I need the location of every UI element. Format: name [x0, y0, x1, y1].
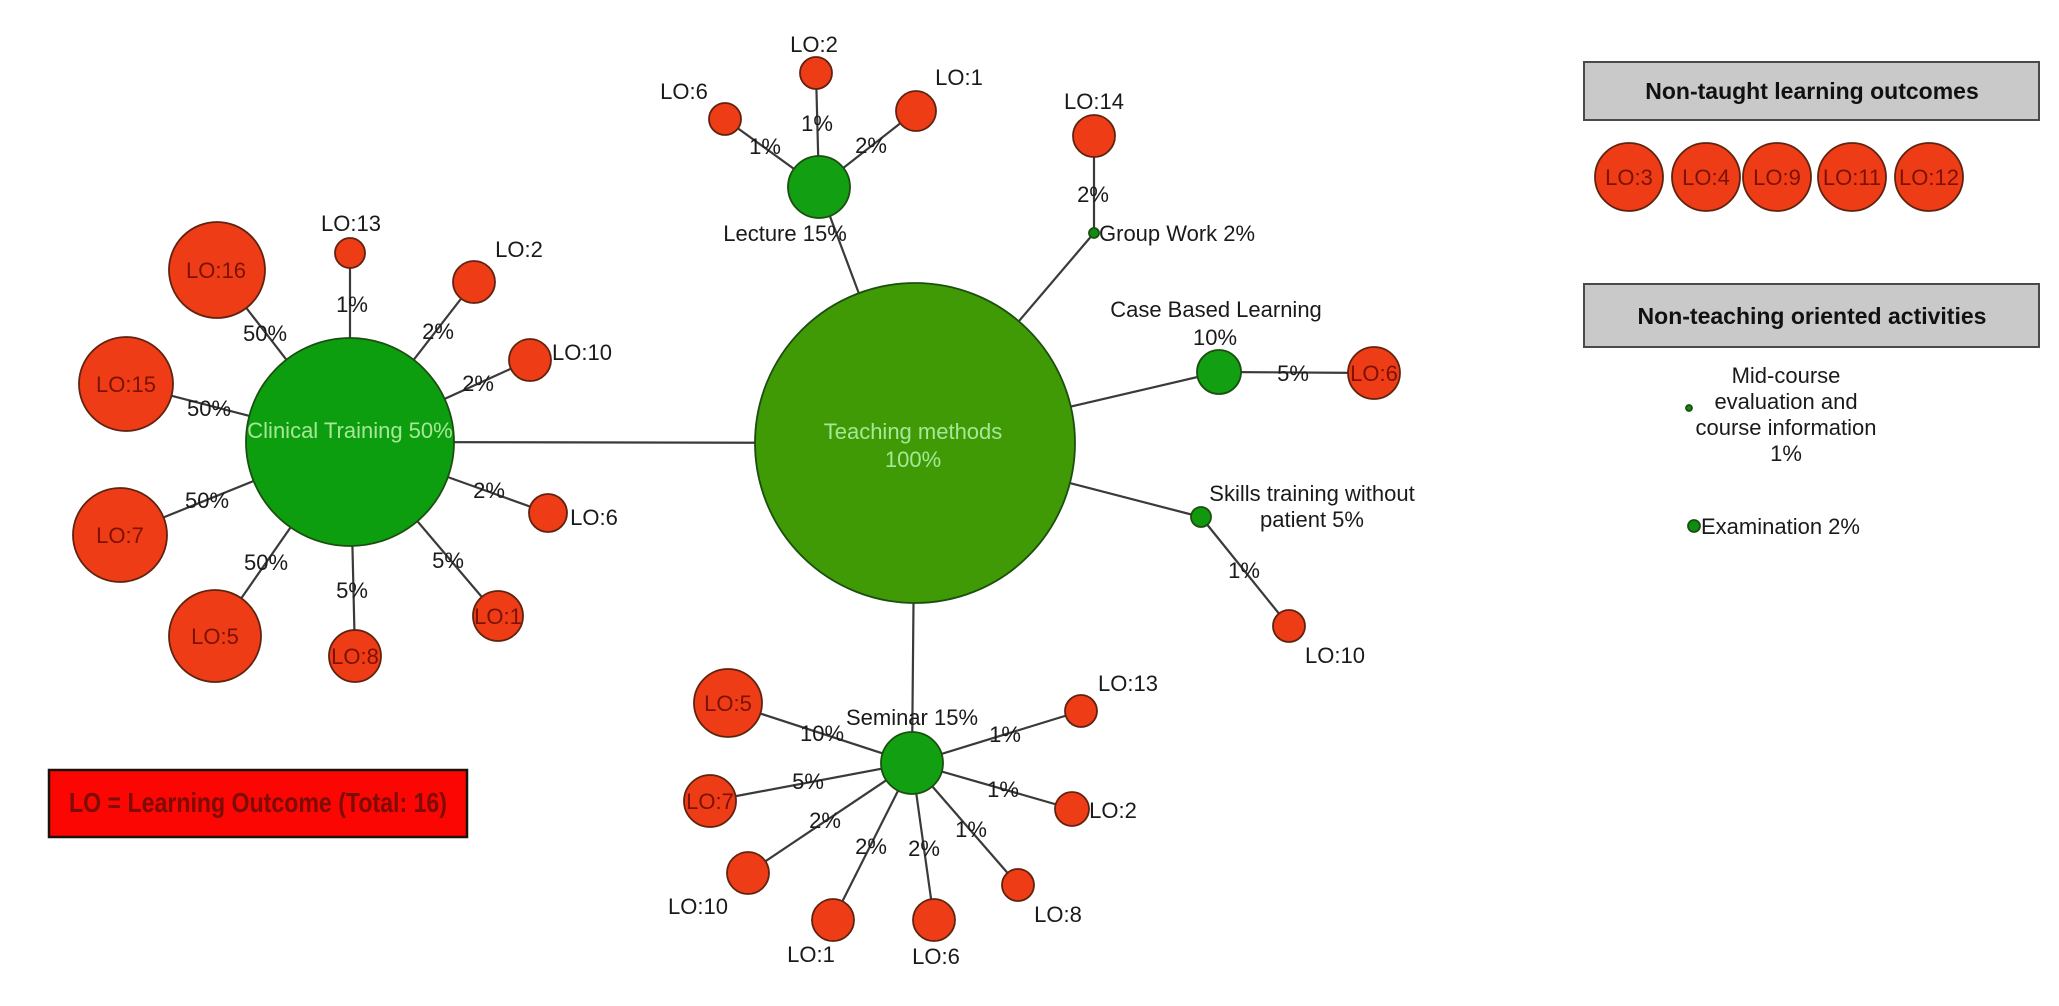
svg-text:Teaching methods: Teaching methods: [824, 419, 1003, 444]
svg-text:2%: 2%: [1077, 182, 1109, 207]
svg-text:LO:6: LO:6: [570, 505, 618, 530]
svg-text:2%: 2%: [855, 834, 887, 859]
svg-text:evaluation and: evaluation and: [1714, 389, 1857, 414]
svg-text:LO:7: LO:7: [96, 523, 144, 548]
svg-text:1%: 1%: [1770, 441, 1802, 466]
svg-text:LO:16: LO:16: [186, 258, 246, 283]
svg-text:5%: 5%: [1277, 361, 1309, 386]
svg-text:LO:8: LO:8: [1034, 902, 1082, 927]
svg-text:1%: 1%: [336, 292, 368, 317]
svg-text:Group Work 2%: Group Work 2%: [1099, 221, 1255, 246]
svg-text:Lecture 15%: Lecture 15%: [723, 221, 847, 246]
svg-text:LO:10: LO:10: [552, 340, 612, 365]
svg-text:2%: 2%: [473, 478, 505, 503]
svg-text:Non-teaching oriented activiti: Non-teaching oriented activities: [1638, 303, 1987, 329]
svg-text:100%: 100%: [885, 447, 941, 472]
svg-text:LO:10: LO:10: [1305, 643, 1365, 668]
svg-text:LO:5: LO:5: [191, 624, 239, 649]
svg-text:LO:1: LO:1: [474, 604, 522, 629]
svg-text:50%: 50%: [187, 396, 231, 421]
svg-text:Clinical Training 50%: Clinical Training 50%: [247, 418, 452, 443]
svg-text:2%: 2%: [908, 836, 940, 861]
svg-text:LO = Learning Outcome (Total:: LO = Learning Outcome (Total: 16): [69, 787, 447, 818]
svg-text:LO:1: LO:1: [935, 65, 983, 90]
svg-text:LO:2: LO:2: [1089, 798, 1137, 823]
svg-text:5%: 5%: [432, 548, 464, 573]
svg-text:1%: 1%: [955, 817, 987, 842]
svg-text:LO:4: LO:4: [1682, 165, 1730, 190]
svg-text:LO:2: LO:2: [495, 237, 543, 262]
svg-text:LO:6: LO:6: [660, 79, 708, 104]
svg-text:10%: 10%: [800, 721, 844, 746]
svg-text:LO:9: LO:9: [1753, 165, 1801, 190]
svg-text:2%: 2%: [855, 133, 887, 158]
svg-text:50%: 50%: [244, 550, 288, 575]
svg-text:patient 5%: patient 5%: [1260, 507, 1364, 532]
svg-text:LO:10: LO:10: [668, 894, 728, 919]
svg-text:Case Based Learning: Case Based Learning: [1110, 297, 1322, 322]
svg-text:50%: 50%: [243, 321, 287, 346]
svg-text:LO:8: LO:8: [331, 644, 379, 669]
svg-text:1%: 1%: [749, 134, 781, 159]
svg-text:LO:5: LO:5: [704, 691, 752, 716]
svg-text:LO:3: LO:3: [1605, 165, 1653, 190]
svg-text:course information: course information: [1696, 415, 1877, 440]
svg-text:50%: 50%: [185, 488, 229, 513]
svg-text:1%: 1%: [801, 111, 833, 136]
svg-text:5%: 5%: [792, 769, 824, 794]
svg-text:LO:14: LO:14: [1064, 89, 1124, 114]
svg-text:LO:13: LO:13: [321, 211, 381, 236]
svg-text:Seminar 15%: Seminar 15%: [846, 705, 978, 730]
svg-text:Examination 2%: Examination 2%: [1701, 514, 1860, 539]
svg-text:LO:7: LO:7: [686, 789, 734, 814]
svg-text:Non-taught learning outcomes: Non-taught learning outcomes: [1645, 78, 1979, 104]
svg-text:LO:12: LO:12: [1899, 165, 1959, 190]
svg-text:Skills training without: Skills training without: [1209, 481, 1414, 506]
svg-text:1%: 1%: [1228, 558, 1260, 583]
svg-text:10%: 10%: [1193, 325, 1237, 350]
svg-text:1%: 1%: [987, 777, 1019, 802]
svg-text:LO:1: LO:1: [787, 942, 835, 967]
svg-text:LO:6: LO:6: [912, 944, 960, 969]
svg-text:1%: 1%: [989, 722, 1021, 747]
svg-text:LO:2: LO:2: [790, 32, 838, 57]
svg-text:2%: 2%: [809, 808, 841, 833]
svg-text:2%: 2%: [422, 319, 454, 344]
svg-text:LO:6: LO:6: [1350, 361, 1398, 386]
svg-text:5%: 5%: [336, 578, 368, 603]
svg-text:LO:11: LO:11: [1823, 165, 1881, 190]
svg-text:LO:15: LO:15: [96, 372, 156, 397]
svg-text:2%: 2%: [462, 371, 494, 396]
svg-text:Mid-course: Mid-course: [1732, 363, 1841, 388]
svg-text:LO:13: LO:13: [1098, 671, 1158, 696]
